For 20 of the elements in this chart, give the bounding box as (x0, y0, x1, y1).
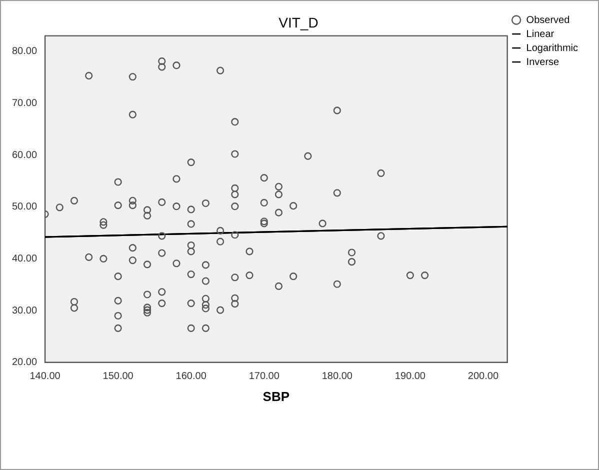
x-tick-label: 170.00 (248, 371, 280, 382)
x-tick-label: 180.00 (322, 371, 353, 382)
x-tick-label: 190.00 (394, 371, 426, 382)
y-tick-label: 80.00 (12, 46, 38, 58)
y-tick-label: 70.00 (12, 98, 38, 109)
x-tick-label: 160.00 (176, 371, 207, 382)
x-tick-label: 140.00 (30, 371, 61, 382)
x-tick-label: 200.00 (468, 371, 499, 382)
legend-label: Inverse (526, 56, 560, 68)
y-tick-label: 20.00 (12, 357, 38, 368)
chart-title: VIT_D (278, 14, 318, 30)
y-tick-label: 30.00 (12, 305, 38, 316)
y-tick-label: 40.00 (12, 253, 38, 264)
y-tick-label: 60.00 (12, 150, 38, 161)
legend-label: Linear (526, 28, 555, 40)
x-tick-label: 150.00 (102, 371, 134, 382)
legend-label: Observed (526, 14, 570, 26)
x-axis-title: SBP (262, 388, 290, 404)
legend-label: Logarithmic (526, 42, 578, 54)
y-tick-label: 50.00 (12, 202, 38, 213)
